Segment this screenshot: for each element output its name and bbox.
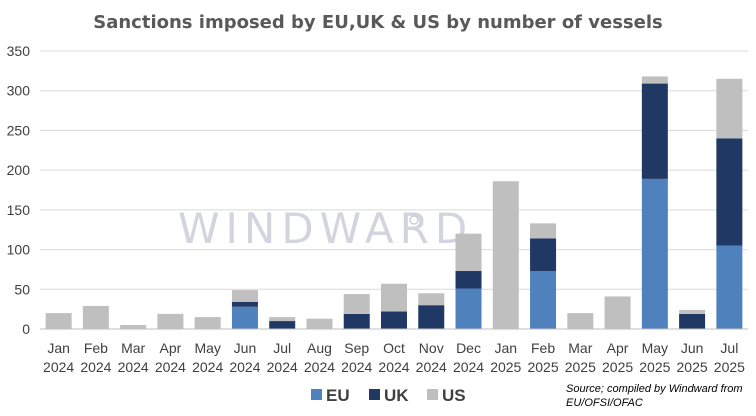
x-tick-year: 2024 bbox=[453, 359, 484, 375]
bar-eu bbox=[455, 288, 482, 329]
x-tick-month: Apr bbox=[160, 340, 182, 356]
bar-us bbox=[194, 317, 221, 329]
windward-watermark: WINDWARD bbox=[178, 204, 473, 253]
bar-uk bbox=[679, 313, 706, 329]
bar-eu bbox=[641, 178, 668, 329]
bar-uk bbox=[343, 313, 370, 329]
x-tick-year: 2025 bbox=[490, 359, 521, 375]
x-tick-month: Feb bbox=[531, 340, 555, 356]
legend-swatch-eu bbox=[311, 389, 322, 400]
bar-us bbox=[343, 294, 370, 314]
x-tick-month: Feb bbox=[84, 340, 108, 356]
x-tick-month: May bbox=[642, 340, 668, 356]
bar-eu bbox=[716, 245, 743, 329]
bar-us bbox=[381, 283, 407, 312]
x-tick-year: 2025 bbox=[527, 359, 558, 375]
x-tick-year: 2024 bbox=[118, 359, 149, 375]
legend-swatch-us bbox=[427, 389, 438, 400]
x-tick-year: 2025 bbox=[714, 359, 745, 375]
y-tick-label: 0 bbox=[22, 321, 30, 337]
legend-swatch-uk bbox=[369, 389, 380, 400]
x-tick-year: 2024 bbox=[341, 359, 372, 375]
bar-us bbox=[492, 181, 519, 329]
bar-us bbox=[455, 233, 482, 272]
bar-us bbox=[231, 290, 258, 302]
bar-us bbox=[641, 76, 668, 84]
bar-uk bbox=[641, 83, 668, 179]
bar-uk bbox=[455, 271, 482, 289]
y-tick-label: 300 bbox=[7, 83, 31, 99]
bar-uk bbox=[418, 305, 445, 329]
x-tick-month: May bbox=[194, 340, 220, 356]
x-tick-month: Mar bbox=[121, 340, 145, 356]
bar-us bbox=[82, 305, 109, 329]
x-tick-month: Jul bbox=[720, 340, 738, 356]
x-tick-month: Sep bbox=[344, 340, 369, 356]
x-tick-month: Jun bbox=[681, 340, 704, 356]
bar-us bbox=[306, 318, 333, 329]
x-tick-year: 2024 bbox=[192, 359, 223, 375]
x-tick-year: 2024 bbox=[378, 359, 409, 375]
bar-us bbox=[530, 223, 557, 239]
y-tick-label: 50 bbox=[14, 281, 30, 297]
bar-us bbox=[679, 309, 706, 314]
x-tick-month: Jun bbox=[234, 340, 257, 356]
x-axis-ticks: Jan 2024 Feb 2024 Mar 2024 Apr 2024 May 2024 Jun 20… bbox=[43, 340, 745, 375]
source-line-2: EU/OFSI/OFAC bbox=[566, 397, 643, 409]
x-tick-month: Mar bbox=[568, 340, 592, 356]
x-tick-month: Nov bbox=[419, 340, 444, 356]
watermark-circle bbox=[409, 215, 419, 225]
bar-us bbox=[120, 325, 147, 329]
bar-uk bbox=[381, 311, 407, 329]
bar-us bbox=[567, 313, 594, 329]
bar-us bbox=[418, 293, 445, 306]
x-tick-year: 2024 bbox=[267, 359, 298, 375]
y-tick-label: 250 bbox=[7, 122, 31, 138]
x-tick-year: 2025 bbox=[565, 359, 596, 375]
bar-us bbox=[269, 317, 296, 322]
source-line-1: Source; compiled by Windward from bbox=[566, 383, 743, 395]
x-tick-month: Apr bbox=[607, 340, 629, 356]
x-tick-year: 2025 bbox=[602, 359, 633, 375]
y-tick-label: 350 bbox=[7, 43, 31, 59]
bar-eu bbox=[530, 271, 557, 329]
bar-uk bbox=[530, 238, 557, 272]
bar-eu bbox=[231, 306, 258, 329]
x-tick-year: 2024 bbox=[416, 359, 447, 375]
x-tick-year: 2025 bbox=[639, 359, 670, 375]
x-tick-month: Aug bbox=[307, 340, 332, 356]
y-axis-ticks: 0 50 100 150 200 250 300 350 bbox=[7, 43, 31, 337]
x-tick-month: Jul bbox=[273, 340, 291, 356]
x-tick-month: Jan bbox=[47, 340, 70, 356]
bar-uk bbox=[716, 138, 743, 246]
y-tick-label: 100 bbox=[7, 242, 31, 258]
x-tick-month: Jan bbox=[495, 340, 518, 356]
x-tick-year: 2024 bbox=[304, 359, 335, 375]
chart-title: Sanctions imposed by EU,UK & US by numbe… bbox=[93, 12, 663, 33]
legend-label-eu: EU bbox=[326, 386, 350, 405]
bar-us bbox=[157, 313, 184, 329]
x-tick-year: 2024 bbox=[80, 359, 111, 375]
x-tick-year: 2024 bbox=[43, 359, 74, 375]
x-tick-year: 2024 bbox=[229, 359, 260, 375]
bar-us bbox=[716, 78, 743, 139]
bar-us bbox=[45, 313, 72, 329]
legend: EU UK US bbox=[311, 386, 466, 405]
gridlines bbox=[40, 50, 748, 290]
legend-label-us: US bbox=[442, 386, 466, 405]
bars bbox=[45, 76, 743, 329]
bar-uk bbox=[231, 301, 258, 307]
bar-us bbox=[604, 296, 631, 329]
legend-label-uk: UK bbox=[384, 386, 409, 405]
bar-uk bbox=[269, 321, 296, 329]
x-tick-month: Oct bbox=[383, 340, 405, 356]
x-tick-year: 2025 bbox=[677, 359, 708, 375]
y-tick-label: 150 bbox=[7, 202, 31, 218]
y-tick-label: 200 bbox=[7, 162, 31, 178]
x-tick-year: 2024 bbox=[155, 359, 186, 375]
x-tick-month: Dec bbox=[456, 340, 481, 356]
